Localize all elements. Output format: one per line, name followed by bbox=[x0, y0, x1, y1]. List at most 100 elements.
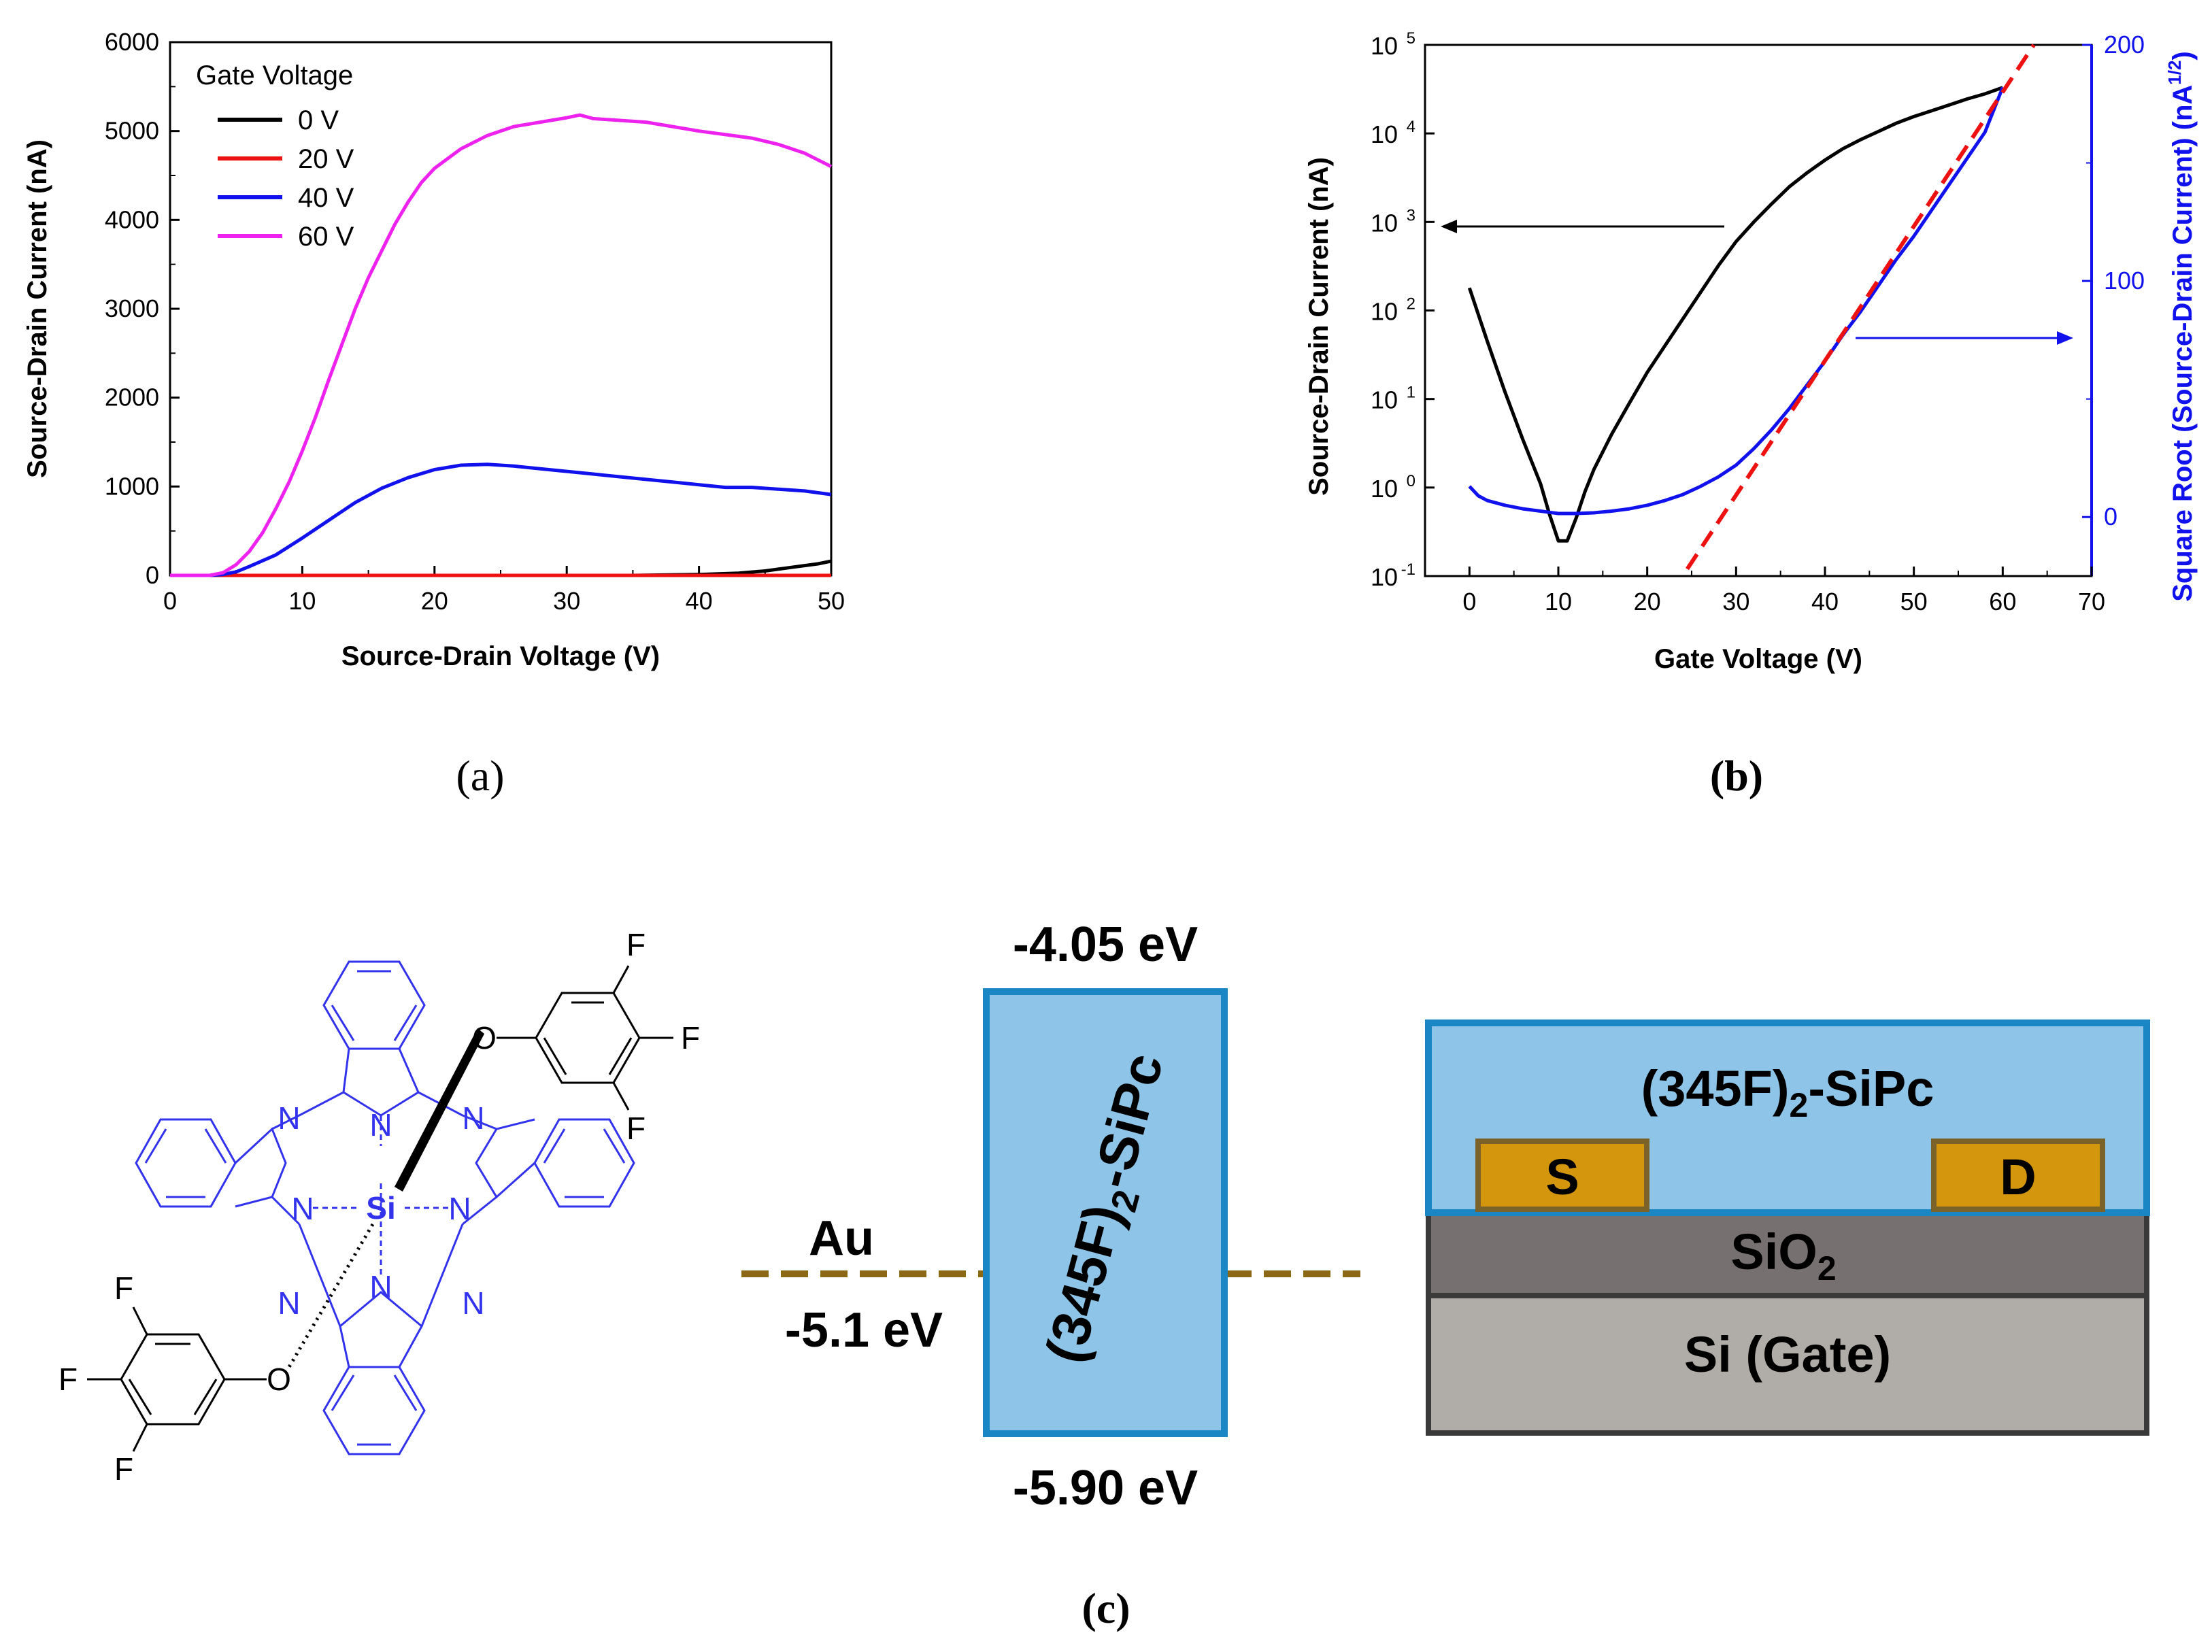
atom-f-5: F bbox=[58, 1362, 78, 1397]
lumo-label: -4.05 eV bbox=[1013, 917, 1198, 972]
y-left-tick-exponent: 5 bbox=[1407, 29, 1415, 48]
panel-a-y-axis-title: Source-Drain Current (nA) bbox=[22, 139, 52, 478]
panel-b-y-axis-title-right: Square Root (Source-Drain Current) (nA1/… bbox=[2164, 51, 2198, 602]
au-level-label: -5.1 eV bbox=[785, 1303, 943, 1358]
y-tick-label: 2000 bbox=[105, 384, 159, 411]
atom-f-1: F bbox=[626, 927, 646, 962]
x-tick-label: 10 bbox=[1545, 588, 1572, 616]
panel-a-plot-frame bbox=[169, 41, 833, 577]
y-right-tick-label: 100 bbox=[2104, 267, 2145, 294]
y-left-tick-label: 10 bbox=[1371, 386, 1398, 414]
series-line-0 bbox=[1467, 86, 2004, 543]
y-left-tick-label: 10 bbox=[1371, 298, 1398, 326]
atom-n-meso-br: N bbox=[462, 1285, 484, 1321]
x-tick-label: 60 bbox=[1989, 588, 2016, 616]
panel-a-legend: Gate Voltage 0 V 20 V 40 V 60 V bbox=[196, 61, 354, 252]
atom-n-bottom: N bbox=[369, 1269, 392, 1304]
x-tick-label: 50 bbox=[1900, 588, 1928, 616]
homo-label: -5.90 eV bbox=[1013, 1461, 1198, 1515]
atom-o-bottom: O bbox=[267, 1362, 291, 1397]
x-tick-label: 20 bbox=[421, 587, 448, 615]
left-axis-arrow bbox=[1441, 220, 1724, 233]
x-tick-label: 20 bbox=[1634, 588, 1661, 616]
molecule-atom-labels: Si N N N N N N N N O O F F F F F F bbox=[58, 927, 700, 1487]
au-label: Au bbox=[809, 1211, 874, 1266]
atom-n-left: N bbox=[291, 1191, 314, 1226]
benzo-ring-left bbox=[135, 1118, 237, 1208]
legend-label-20v: 20 V bbox=[298, 144, 354, 174]
y-left-tick-exponent: 2 bbox=[1407, 295, 1415, 314]
y-left-tick-label: 10 bbox=[1371, 120, 1398, 148]
right-axis-arrow bbox=[1856, 331, 2073, 345]
panel-b-label: (b) bbox=[1710, 752, 1763, 800]
gate-label: Si (Gate) bbox=[1684, 1326, 1891, 1383]
benzo-ring-right bbox=[533, 1118, 635, 1208]
sipc-bandgap-box bbox=[983, 988, 1228, 1437]
panel-b-series bbox=[1467, 44, 2036, 571]
atom-f-2: F bbox=[681, 1020, 700, 1056]
source-label: S bbox=[1545, 1149, 1579, 1205]
y-left-tick-exponent: 4 bbox=[1407, 118, 1415, 136]
pyrrole-bottom bbox=[339, 1291, 423, 1368]
series-line-60v bbox=[170, 113, 833, 577]
y-tick-label: 4000 bbox=[105, 205, 159, 233]
panel-a-label: (a) bbox=[456, 752, 504, 800]
panel-b-y-axis-title-left: Source-Drain Current (nA) bbox=[1304, 157, 1334, 496]
atom-n-meso-bl: N bbox=[278, 1285, 300, 1321]
semiconductor-label: (345F)2-SiPc bbox=[1641, 1060, 1934, 1124]
y-left-tick-label: 10 bbox=[1371, 209, 1398, 237]
x-tick-label: 70 bbox=[2078, 588, 2105, 616]
atom-f-6: F bbox=[114, 1451, 133, 1487]
pyrrole-right bbox=[475, 1118, 535, 1199]
atom-o-top: O bbox=[472, 1020, 497, 1056]
sipc-molecule-structure bbox=[87, 960, 673, 1455]
panel-b-plot-frame bbox=[1424, 44, 2093, 577]
x-tick-label: 30 bbox=[553, 587, 580, 615]
legend-title: Gate Voltage bbox=[196, 61, 353, 90]
atom-si: Si bbox=[366, 1190, 395, 1226]
pyrrole-left bbox=[234, 1127, 287, 1208]
atom-n-meso-tr: N bbox=[462, 1100, 484, 1136]
ofet-device-stack: S D (345F)2-SiPc SiO2 Si (Gate) bbox=[1425, 1019, 2150, 1436]
series-line-2 bbox=[1685, 44, 2036, 571]
series-line-1 bbox=[1468, 86, 2005, 516]
y-tick-label: 3000 bbox=[105, 294, 159, 322]
atom-n-meso-tl: N bbox=[278, 1100, 300, 1136]
y-left-tick-label: 10 bbox=[1371, 32, 1398, 60]
gate-layer bbox=[1426, 1293, 2149, 1436]
benzo-ring-top bbox=[322, 960, 426, 1050]
y-left-tick-exponent: -1 bbox=[1401, 560, 1415, 579]
x-tick-label: 30 bbox=[1722, 588, 1749, 616]
y-left-tick-exponent: 1 bbox=[1407, 384, 1415, 402]
aryl-ring-top bbox=[535, 992, 641, 1084]
legend-label-60v: 60 V bbox=[298, 222, 354, 252]
y-tick-label: 0 bbox=[146, 561, 159, 589]
y-right-tick-label: 200 bbox=[2104, 31, 2145, 58]
panel-a-ticks: 0 10 20 30 40 50 0 1000 2000 3000 4000 5000 6000 bbox=[105, 28, 845, 615]
x-tick-label: 0 bbox=[163, 587, 177, 615]
panel-c-label: (c) bbox=[1082, 1584, 1130, 1632]
atom-n-right: N bbox=[448, 1191, 471, 1226]
x-tick-label: 10 bbox=[288, 587, 316, 615]
pyrrole-top bbox=[342, 1048, 420, 1117]
y-tick-label: 1000 bbox=[105, 472, 159, 500]
x-tick-label: 50 bbox=[818, 587, 845, 615]
y-tick-label: 6000 bbox=[105, 28, 159, 56]
x-tick-label: 40 bbox=[686, 587, 713, 615]
energy-level-diagram: -4.05 eV -5.90 eV Au -5.1 eV (345F)2-SiP… bbox=[741, 917, 1360, 1515]
panel-a-series bbox=[170, 113, 833, 577]
aryl-ring-bottom bbox=[120, 1333, 226, 1426]
y-left-tick-label: 10 bbox=[1371, 563, 1398, 591]
panel-b-x-axis-title: Gate Voltage (V) bbox=[1654, 644, 1862, 674]
y-left-tick-exponent: 3 bbox=[1407, 206, 1415, 224]
y-left-tick-exponent: 0 bbox=[1407, 472, 1415, 490]
legend-label-40v: 40 V bbox=[298, 183, 354, 213]
drain-label: D bbox=[2000, 1149, 2036, 1205]
dielectric-layer bbox=[1426, 1210, 2149, 1298]
drain-electrode bbox=[1931, 1139, 2105, 1212]
panel-a-chart: 0 10 20 30 40 50 0 1000 2000 3000 4000 5000 6000 Gat… bbox=[22, 28, 845, 800]
y-left-tick-label: 10 bbox=[1371, 475, 1398, 503]
